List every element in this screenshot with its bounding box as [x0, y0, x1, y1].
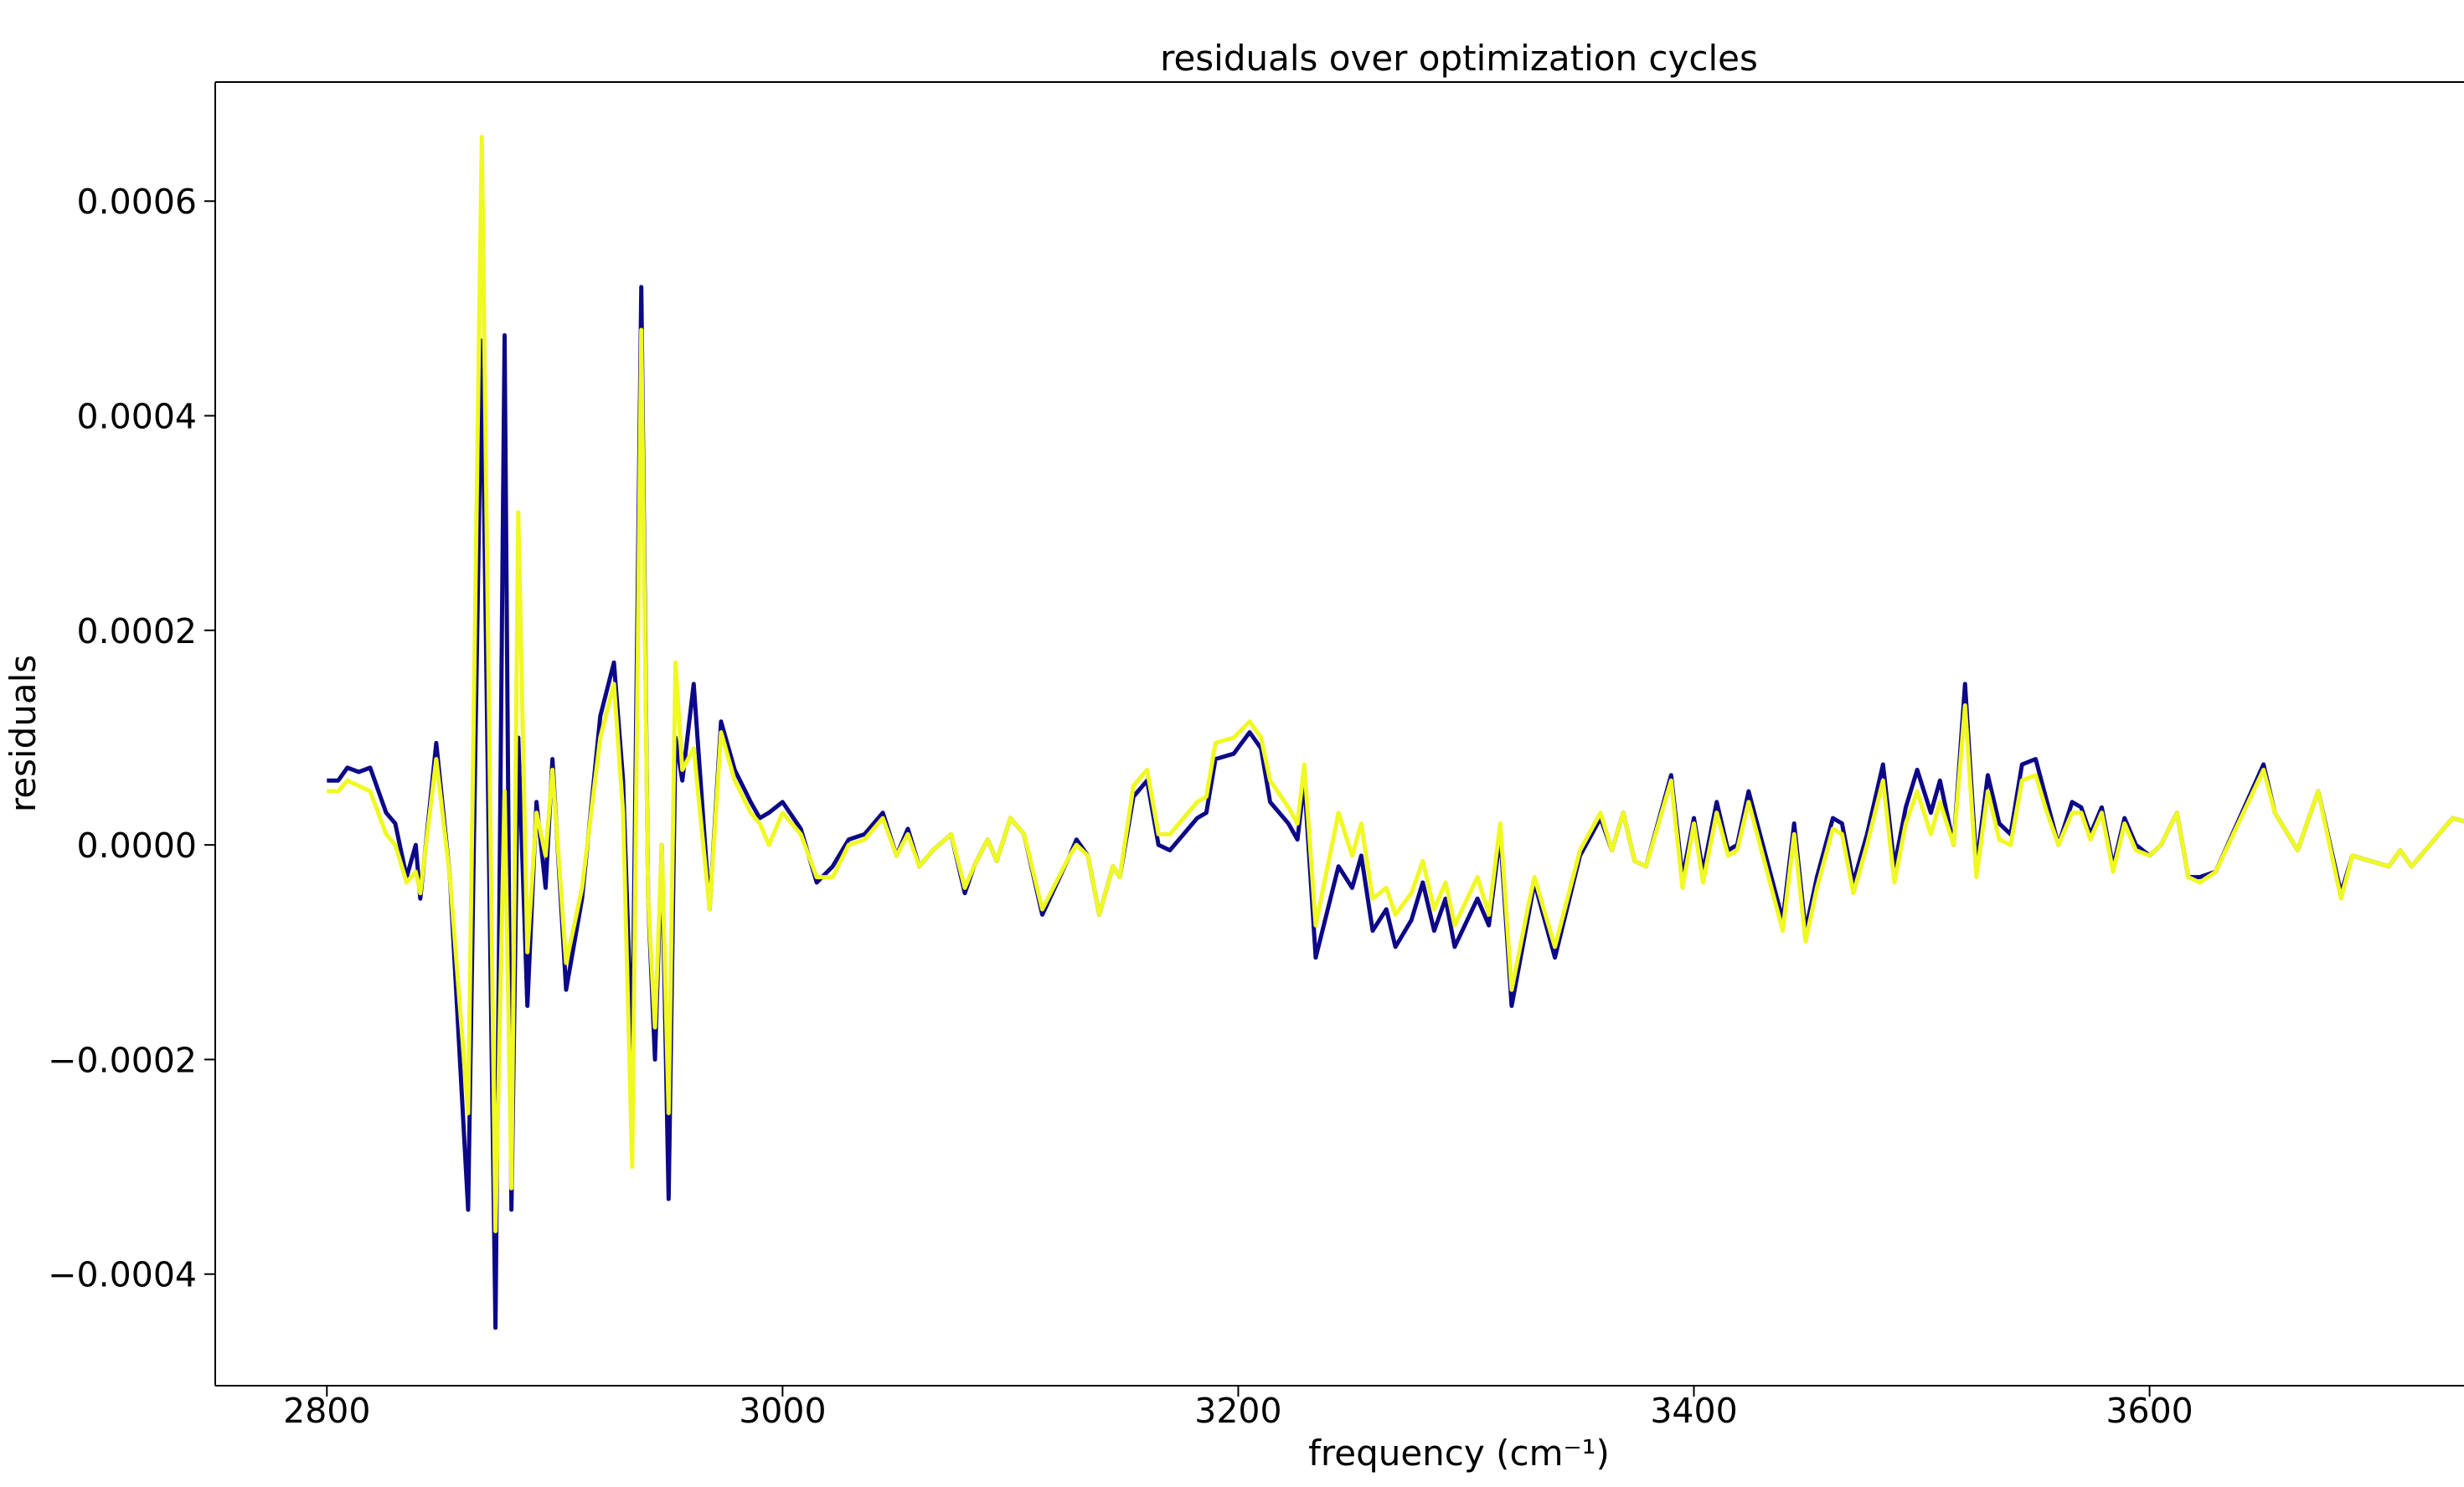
y-tick-label: −0.0002 — [48, 1040, 197, 1080]
series-line — [327, 134, 2464, 1233]
x-tick-label: 3200 — [1194, 1391, 1281, 1431]
y-tick-label: 0.0002 — [77, 611, 197, 651]
y-tick-label: 0.0006 — [77, 182, 197, 222]
y-tick-label: 0.0004 — [77, 397, 197, 437]
x-axis-label: frequency (cm⁻¹) — [1308, 1433, 1610, 1474]
x-tick-label: 3000 — [739, 1391, 826, 1431]
y-tick-label: 0.0000 — [77, 826, 197, 866]
y-axis-label: residuals — [3, 655, 44, 812]
x-tick-label: 3600 — [2106, 1391, 2193, 1431]
y-tick-label: −0.0004 — [48, 1255, 197, 1295]
chart-title: residuals over optimization cycles — [1160, 38, 1758, 79]
plot-area — [327, 134, 2464, 1330]
x-tick-label: 3400 — [1650, 1391, 1737, 1431]
x-tick-label: 2800 — [283, 1391, 370, 1431]
